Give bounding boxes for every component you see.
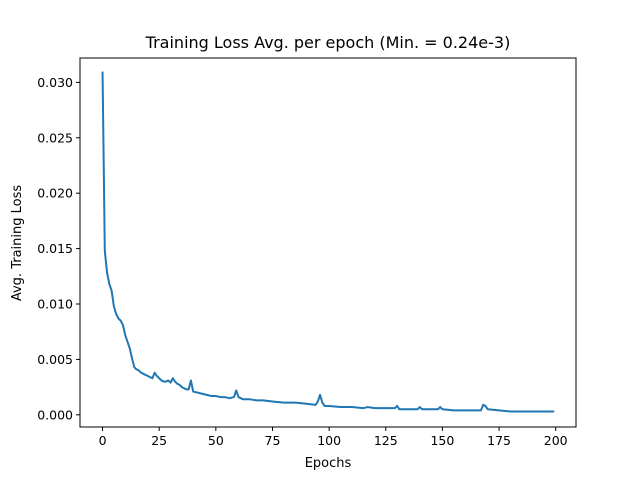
training-loss-line — [101, 71, 555, 413]
y-tick-label: 0.010 — [37, 297, 73, 312]
y-tick-label: 0.015 — [37, 241, 73, 256]
plot-area-frame — [79, 57, 577, 428]
x-tick-label: 150 — [430, 433, 454, 448]
y-axis-label: Avg. Training Loss — [10, 185, 25, 302]
y-tick-label: 0.020 — [37, 186, 73, 201]
x-tick-label: 50 — [208, 433, 224, 448]
x-tick-label: 0 — [99, 433, 107, 448]
x-tick-label: 25 — [151, 433, 167, 448]
y-tick-label: 0.005 — [37, 352, 73, 367]
x-tick-label: 125 — [374, 433, 398, 448]
x-tick-label: 100 — [317, 433, 341, 448]
x-axis-label: Epochs — [305, 456, 352, 471]
y-tick-label: 0.030 — [37, 75, 73, 90]
x-tick-label: 175 — [487, 433, 511, 448]
chart-title: Training Loss Avg. per epoch (Min. = 0.2… — [145, 33, 511, 52]
y-tick-label: 0.025 — [37, 130, 73, 145]
y-tick-label: 0.000 — [37, 407, 73, 422]
x-tick-label: 75 — [265, 433, 281, 448]
x-axis-ticks: 0 25 50 75 100 125 150 175 200 — [99, 427, 568, 448]
x-tick-label: 200 — [544, 433, 568, 448]
y-axis-ticks: 0.000 0.005 0.010 0.015 0.020 0.025 0.030 — [37, 75, 80, 422]
